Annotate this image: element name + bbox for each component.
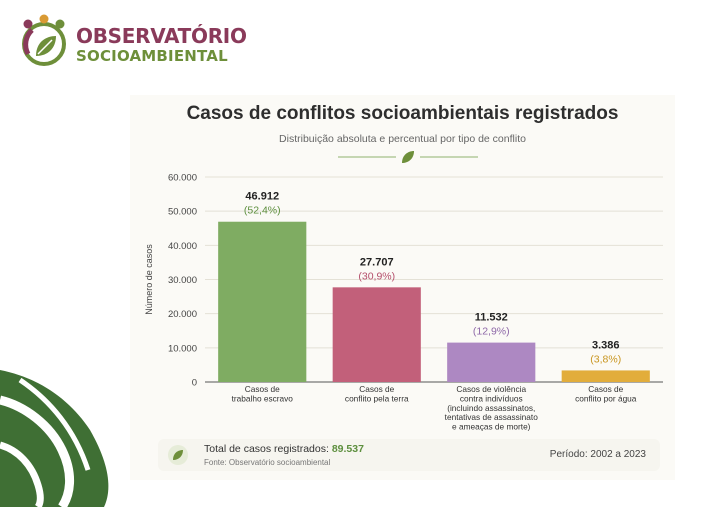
- bar: [561, 370, 650, 382]
- y-tick-label: 0: [192, 378, 197, 389]
- period-note: Período: 2002 a 2023: [549, 449, 646, 460]
- data-label-value: 46.912: [245, 191, 279, 203]
- leaf-icon: [173, 450, 183, 460]
- y-tick-label: 40.000: [168, 241, 197, 252]
- x-tick-label: Casos de conflito por água: [575, 384, 637, 403]
- y-axis-label: Número de casos: [144, 244, 154, 315]
- source-note: Fonte: Observatório socioambiental: [204, 458, 331, 467]
- total-cases: Total de casos registrados: 89.537: [204, 443, 364, 455]
- bar: [447, 342, 536, 382]
- brand-line-2: SOCIOAMBIENTAL: [76, 47, 228, 65]
- logo-head-orange: [39, 14, 49, 24]
- logo-head-green: [55, 19, 65, 29]
- data-label-value: 11.532: [475, 312, 508, 324]
- data-label-value: 27.707: [360, 256, 394, 268]
- y-tick-label: 50.000: [168, 207, 197, 218]
- data-label-percent: (12,9%): [473, 326, 510, 338]
- x-tick-label: Casos de conflito pela terra: [345, 384, 409, 403]
- title-divider: [338, 151, 478, 163]
- chart-title: Casos de conflitos socioambientais regis…: [186, 103, 619, 124]
- data-label-percent: (30,9%): [358, 270, 395, 282]
- x-tick-label: Casos de violência contra indivíduos (incl…: [445, 384, 539, 432]
- chart-footer: Total de casos registrados: 89.537 Fonte…: [158, 439, 660, 471]
- bar-chart: 0 10.000 20.000 30.000 40.000 50.000 60.000 Núm…: [144, 173, 663, 432]
- observatorio-logo: [22, 14, 66, 66]
- data-label-value: 3.386: [592, 339, 620, 351]
- decorative-leaf-icon: [0, 370, 109, 507]
- y-tick-label: 10.000: [168, 343, 197, 354]
- bar: [218, 221, 307, 382]
- total-value: 89.537: [331, 443, 364, 455]
- bar: [332, 287, 421, 382]
- logo-leaf-vein: [37, 39, 53, 55]
- logo-ring-purple: [23, 28, 34, 56]
- y-tick-label: 60.000: [168, 173, 197, 184]
- chart-card: Casos de conflitos socioambientais regis…: [130, 95, 675, 480]
- footer-leaf-badge: [168, 445, 188, 465]
- logo-head-purple: [23, 19, 33, 29]
- brand-name: OBSERVATÓRIO SOCIOAMBIENTAL: [76, 26, 247, 64]
- data-label-percent: (3,8%): [590, 353, 621, 365]
- x-tick-label: Casos de trabalho escravo: [232, 384, 294, 403]
- divider-leaf-icon: [402, 151, 414, 163]
- y-tick-label: 20.000: [168, 309, 197, 320]
- chart-subtitle: Distribuição absoluta e percentual por t…: [279, 133, 526, 145]
- total-label: Total de casos registrados:: [204, 443, 329, 455]
- y-tick-label: 30.000: [168, 275, 197, 286]
- data-label-percent: (52,4%): [244, 205, 281, 217]
- brand-line-1: OBSERVATÓRIO: [76, 24, 247, 48]
